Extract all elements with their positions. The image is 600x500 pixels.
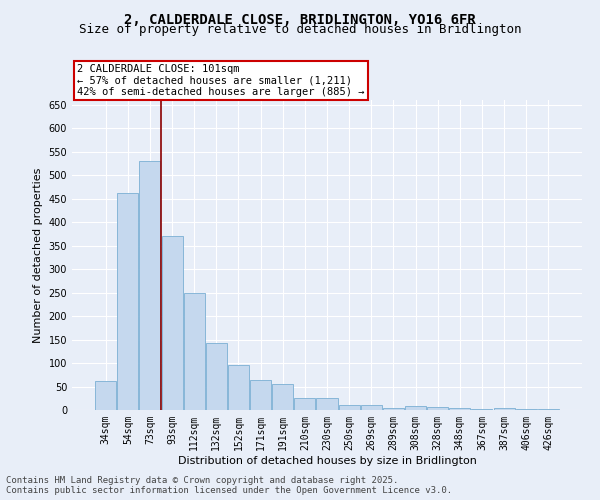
X-axis label: Distribution of detached houses by size in Bridlington: Distribution of detached houses by size …: [178, 456, 476, 466]
Bar: [95, 381, 116, 410]
Bar: [538, 408, 559, 410]
Text: 2, CALDERDALE CLOSE, BRIDLINGTON, YO16 6FR: 2, CALDERDALE CLOSE, BRIDLINGTON, YO16 6…: [124, 12, 476, 26]
Bar: [472, 408, 493, 410]
Y-axis label: Number of detached properties: Number of detached properties: [33, 168, 43, 342]
Text: Contains HM Land Registry data © Crown copyright and database right 2025.
Contai: Contains HM Land Registry data © Crown c…: [6, 476, 452, 495]
Bar: [338, 406, 359, 410]
Bar: [427, 406, 448, 410]
Bar: [316, 398, 338, 410]
Bar: [250, 380, 271, 410]
Bar: [161, 236, 182, 410]
Bar: [139, 161, 160, 410]
Bar: [361, 406, 382, 410]
Text: 2 CALDERDALE CLOSE: 101sqm
← 57% of detached houses are smaller (1,211)
42% of s: 2 CALDERDALE CLOSE: 101sqm ← 57% of deta…: [77, 64, 365, 97]
Bar: [405, 406, 426, 410]
Bar: [118, 193, 139, 410]
Bar: [295, 398, 316, 410]
Bar: [383, 408, 404, 410]
Bar: [206, 344, 227, 410]
Bar: [184, 292, 205, 410]
Bar: [272, 384, 293, 410]
Bar: [449, 408, 470, 410]
Bar: [494, 408, 515, 410]
Text: Size of property relative to detached houses in Bridlington: Size of property relative to detached ho…: [79, 22, 521, 36]
Bar: [228, 366, 249, 410]
Bar: [515, 408, 536, 410]
